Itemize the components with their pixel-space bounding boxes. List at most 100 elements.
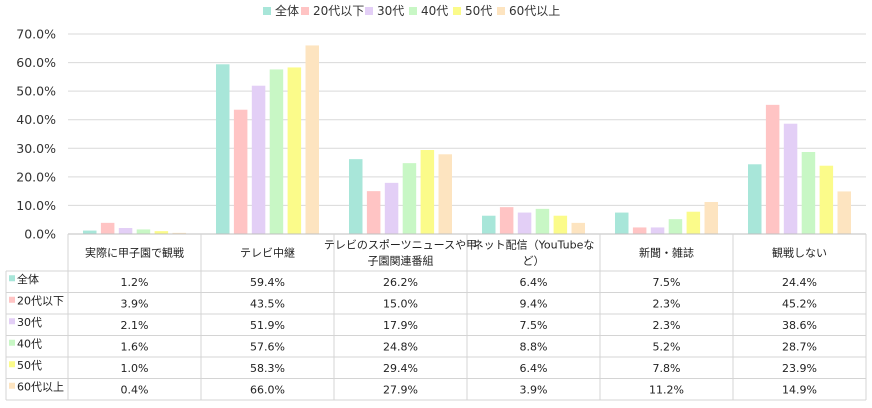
y-tick-label: 70.0% xyxy=(16,27,56,42)
y-tick-label: 0.0% xyxy=(24,227,56,242)
y-tick-label: 40.0% xyxy=(16,112,56,127)
bar xyxy=(615,212,629,234)
x-category-label: 観戦しない xyxy=(772,246,827,260)
legend-swatch xyxy=(497,7,505,15)
data-label: 27.9% xyxy=(383,383,418,396)
bar xyxy=(118,228,133,234)
bar xyxy=(251,85,266,235)
table-legend-swatch xyxy=(9,382,15,389)
legend-label: 全体 xyxy=(275,3,299,18)
data-label: 59.4% xyxy=(250,276,285,289)
bar xyxy=(765,104,780,234)
bar xyxy=(704,202,718,234)
bar xyxy=(499,207,514,234)
legend-label: 50代 xyxy=(465,4,492,18)
data-label: 51.9% xyxy=(250,319,285,332)
data-label: 26.2% xyxy=(383,276,418,289)
bar xyxy=(748,164,762,234)
bar xyxy=(819,165,834,234)
bar xyxy=(837,191,851,234)
bar xyxy=(632,227,647,234)
bar xyxy=(668,219,683,234)
bar xyxy=(571,222,585,234)
y-tick-label: 20.0% xyxy=(16,169,56,184)
legend-swatch xyxy=(453,7,461,15)
bar xyxy=(172,232,186,234)
data-label: 57.6% xyxy=(250,340,285,353)
legend-label: 30代 xyxy=(377,4,404,18)
data-label: 28.7% xyxy=(782,340,817,353)
table-row-label: 30代 xyxy=(17,316,42,329)
data-label: 3.9% xyxy=(520,383,548,396)
data-label: 2.3% xyxy=(653,319,681,332)
data-label: 17.9% xyxy=(383,319,418,332)
legend-item: 20代以下 xyxy=(301,4,364,18)
table-row-label: 20代以下 xyxy=(17,294,64,307)
bar xyxy=(553,215,568,234)
data-label: 2.1% xyxy=(121,319,149,332)
data-label: 24.8% xyxy=(383,340,418,353)
legend-swatch xyxy=(365,7,373,15)
x-category-label: 新聞・雑誌 xyxy=(639,246,694,260)
data-label: 1.2% xyxy=(121,276,149,289)
bar xyxy=(438,154,452,234)
data-label: 6.4% xyxy=(520,276,548,289)
data-label: 14.9% xyxy=(782,383,817,396)
y-tick-label: 50.0% xyxy=(16,84,56,99)
x-category-label: テレビ中継 xyxy=(240,246,295,260)
table-row-label: 40代 xyxy=(17,337,42,350)
x-category-label: ど） xyxy=(523,255,545,268)
legend-item: 40代 xyxy=(409,4,448,18)
data-label: 66.0% xyxy=(250,383,285,396)
x-category-label: 実際に甲子園で観戦 xyxy=(85,246,184,260)
bar xyxy=(535,208,550,234)
x-category-label: ネット配信（YouTubeな xyxy=(473,239,595,252)
bar xyxy=(269,69,284,235)
table-row-label: 60代以上 xyxy=(17,380,64,393)
bar xyxy=(83,230,97,234)
data-label: 7.8% xyxy=(653,362,681,375)
legend: 全体 20代以下 30代 40代 50代 60代以上 xyxy=(263,3,560,18)
legend-swatch xyxy=(263,7,271,15)
bar xyxy=(136,229,151,234)
data-label: 5.2% xyxy=(653,340,681,353)
legend-label: 20代以下 xyxy=(313,4,364,18)
bars xyxy=(83,45,851,235)
y-axis: 0.0% 10.0% 20.0% 30.0% 40.0% 50.0% 60.0% 70.0% xyxy=(16,27,866,242)
bar xyxy=(384,182,399,234)
table-legend-swatch xyxy=(9,275,15,282)
bar xyxy=(420,150,435,234)
x-category-label: テレビのスポーツニュースや甲 xyxy=(324,239,477,252)
y-tick-label: 30.0% xyxy=(16,141,56,156)
legend-item: 30代 xyxy=(365,4,404,18)
data-label: 38.6% xyxy=(782,319,817,332)
y-tick-label: 10.0% xyxy=(16,198,56,213)
bar xyxy=(783,123,798,234)
table-legend-swatch xyxy=(9,339,15,346)
data-label: 29.4% xyxy=(383,362,418,375)
data-label: 2.3% xyxy=(653,297,681,310)
data-label: 45.2% xyxy=(782,297,817,310)
table-row-label: 50代 xyxy=(17,359,42,372)
bar xyxy=(287,67,302,235)
data-label: 0.4% xyxy=(121,383,149,396)
table-row-label: 全体 xyxy=(17,272,39,286)
data-label: 7.5% xyxy=(520,319,548,332)
bar xyxy=(366,191,381,234)
data-label: 1.6% xyxy=(121,340,149,353)
legend-item: 全体 xyxy=(263,3,299,18)
data-label: 58.3% xyxy=(250,362,285,375)
x-category-label: 子園関連番組 xyxy=(368,254,434,268)
table-legend-swatch xyxy=(9,296,15,303)
legend-swatch xyxy=(301,7,309,15)
data-label: 24.4% xyxy=(782,276,817,289)
y-tick-label: 60.0% xyxy=(16,55,56,70)
bar xyxy=(482,215,496,234)
legend-swatch xyxy=(409,7,417,15)
legend-item: 60代以上 xyxy=(497,4,560,18)
bar xyxy=(216,64,230,234)
legend-label: 60代以上 xyxy=(509,4,560,18)
table-legend-swatch xyxy=(9,318,15,325)
data-label: 23.9% xyxy=(782,362,817,375)
